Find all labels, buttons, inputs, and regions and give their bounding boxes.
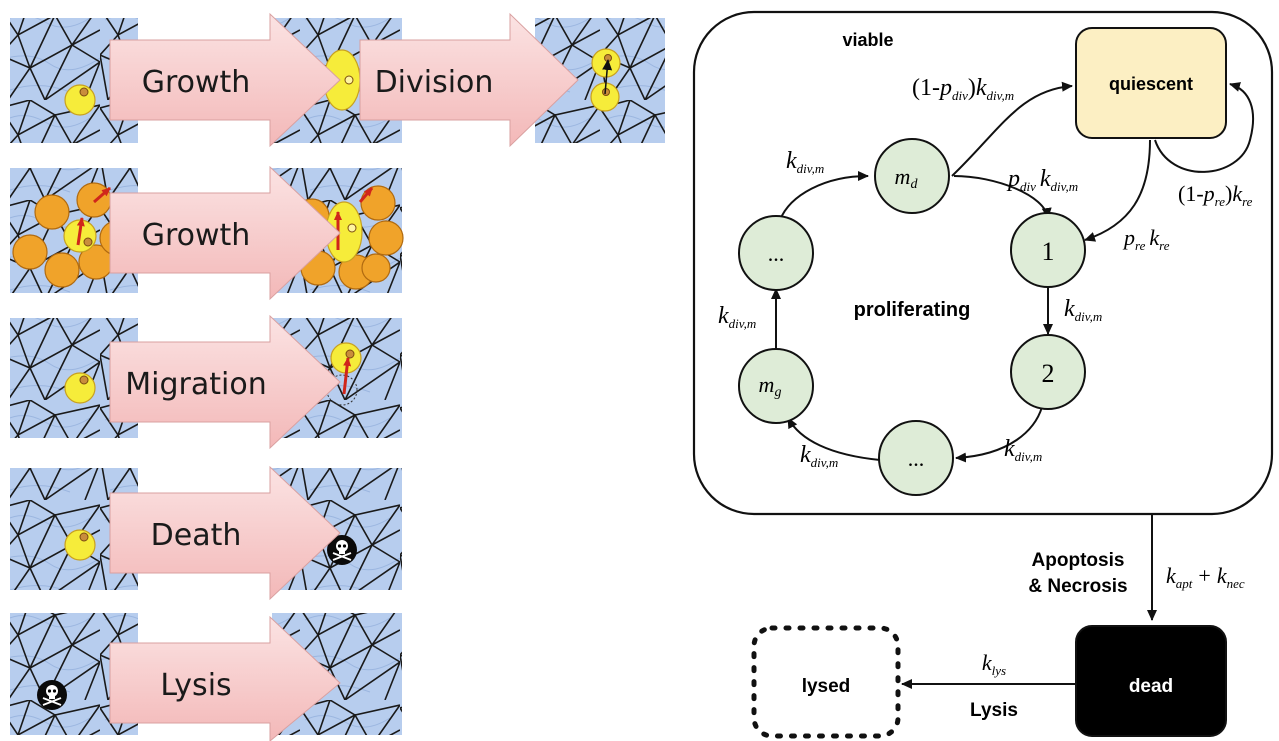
svg-text:...: ... (768, 241, 785, 266)
edge-2-to-dots (955, 406, 1043, 463)
edge-dots-to-mg (787, 417, 881, 461)
svg-text:1: 1 (1042, 237, 1055, 266)
migration-arrow (342, 357, 352, 395)
row-death: Death (10, 465, 402, 601)
edge-dots-to-md (779, 171, 869, 221)
quiescent-node (1075, 27, 1227, 139)
svg-text:...: ... (908, 446, 925, 471)
proliferating-label: proliferating (854, 299, 971, 321)
rate-label-quiescent-self: (1-pre)kre (1178, 181, 1253, 209)
rate-label-death: kapt + knec (1166, 563, 1245, 591)
cell-nucleus (344, 75, 354, 85)
cell (64, 529, 96, 561)
rate-label-quiescent-to-1: pre kre (1122, 225, 1170, 253)
edge-quiescent-self-loop (1154, 82, 1255, 173)
cell-nucleus (79, 375, 89, 385)
rate-label-2-to-dots: kdiv,m (1004, 436, 1042, 464)
process-label-death: Death (151, 518, 242, 553)
svg-text:mg: mg (759, 372, 782, 400)
lysed-node (751, 625, 901, 739)
cell-nucleus (345, 349, 355, 359)
force-arrow (358, 187, 374, 203)
cell-nucleus (79, 532, 89, 542)
process-arrow (109, 314, 341, 450)
viable-label: viable (842, 30, 893, 50)
cell-nucleus (83, 237, 93, 247)
process-label-lysis: Lysis (160, 668, 231, 703)
rate-label-1-to-2: kdiv,m (1064, 296, 1102, 324)
edge-quiescent-to-1 (1084, 139, 1151, 242)
daughter-cell-bottom (590, 82, 620, 112)
rate-label-md-to-quiescent: (1-pdiv)kdiv,m (912, 75, 1014, 103)
previous-position (326, 374, 358, 406)
division-axis-arrow (602, 59, 613, 95)
cycle-edges (771, 81, 1255, 463)
svg-text:2: 2 (1042, 359, 1055, 388)
edge-md-to-1 (953, 175, 1052, 219)
force-arrow (76, 217, 85, 246)
process-arrow (109, 12, 341, 148)
daughter-cell-top (591, 48, 621, 78)
process-arrow (359, 12, 579, 148)
svg-text:md: md (895, 164, 919, 192)
node-mg: mg (738, 348, 814, 424)
node-dots-left: ... (738, 215, 814, 291)
state-diagram: viable quiescent proliferating md 1 (692, 10, 1274, 739)
row-lysis: Lysis (10, 613, 402, 741)
row-growth-crowded: Growth (10, 165, 404, 301)
neighbor-cells (12, 182, 135, 288)
node-md: md (874, 138, 950, 214)
cell-nucleus (79, 87, 89, 97)
dead-label: dead (1129, 676, 1173, 697)
process-arrow (109, 615, 341, 741)
quiescent-label: quiescent (1109, 74, 1193, 94)
cell (64, 84, 96, 116)
necrosis-label: & Necrosis (1028, 576, 1127, 597)
skull-icon (37, 680, 67, 710)
row-growth-division: Growth Division (10, 12, 665, 148)
process-arrow (109, 165, 341, 301)
rate-label-lysis: klys (982, 650, 1006, 678)
process-label-migration: Migration (125, 367, 266, 402)
lysed-label: lysed (802, 676, 851, 697)
edge-md-to-quiescent (951, 81, 1073, 177)
lysis-label: Lysis (970, 700, 1018, 721)
node-dots-bottom: ... (878, 420, 954, 496)
process-label-growth: Growth (142, 218, 251, 253)
row-migration: Migration (10, 314, 402, 450)
rate-label-mg-to-dots: kdiv,m (718, 303, 756, 331)
left-panel: Growth Division (10, 12, 665, 741)
node-2: 2 (1010, 334, 1086, 410)
rate-label-dots-to-mg: kdiv,m (800, 442, 838, 470)
process-label-growth: Growth (142, 65, 251, 100)
node-1: 1 (1010, 212, 1086, 288)
apoptosis-label: Apoptosis (1032, 550, 1125, 571)
rate-label-md-to-1: pdiv kdiv,m (1006, 166, 1078, 194)
dead-node (1075, 625, 1227, 737)
process-arrow (109, 465, 341, 601)
rate-label-dots-to-md: kdiv,m (786, 148, 824, 176)
skull-icon (327, 535, 357, 565)
cell (64, 372, 96, 404)
force-arrow (93, 186, 111, 204)
cell-nucleus (347, 223, 357, 233)
process-label-division: Division (375, 65, 494, 100)
